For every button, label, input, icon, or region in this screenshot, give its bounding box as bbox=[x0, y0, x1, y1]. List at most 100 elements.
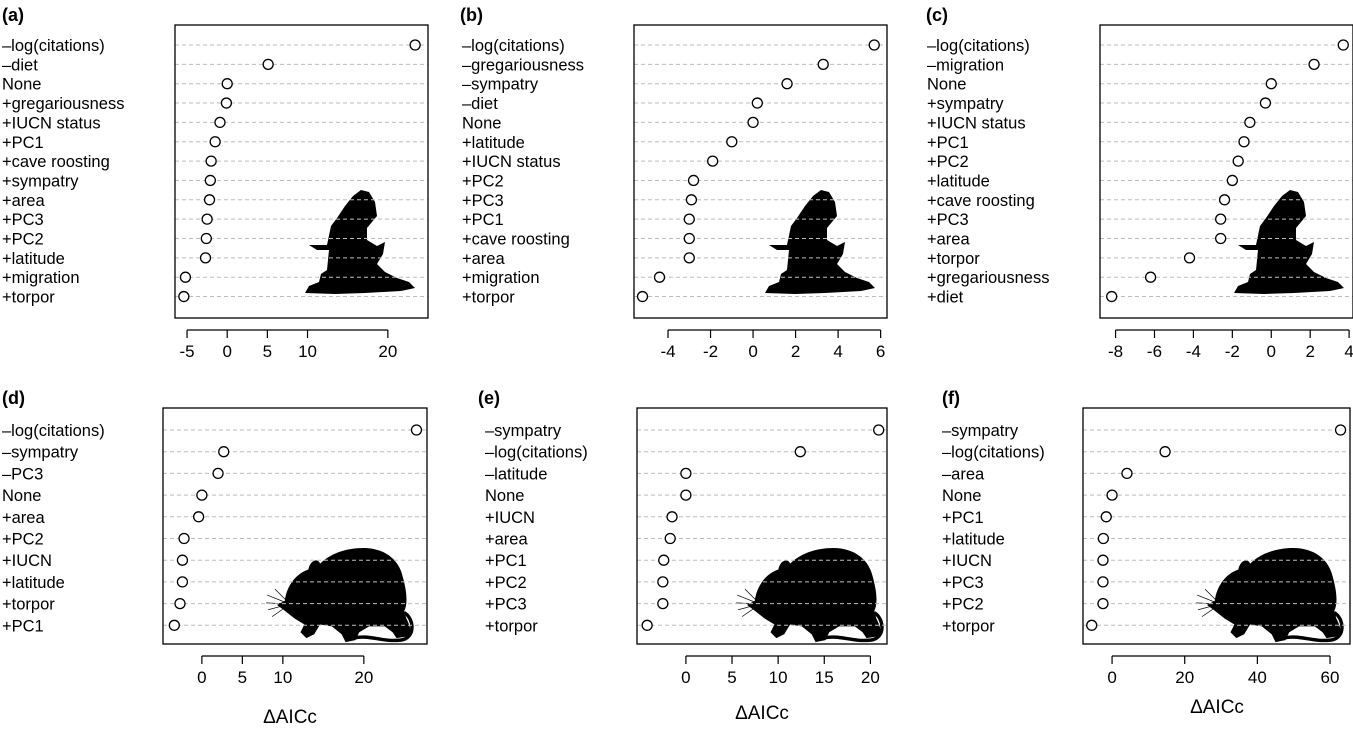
data-point bbox=[1259, 97, 1272, 109]
data-point bbox=[653, 271, 666, 283]
data-point bbox=[794, 446, 806, 458]
plot-frame bbox=[162, 407, 428, 645]
category-label: +torpor bbox=[942, 617, 995, 635]
data-point bbox=[1244, 116, 1256, 129]
panel-label: (d) bbox=[2, 388, 25, 408]
category-label: –sympatry bbox=[462, 76, 539, 94]
x-tick-label: -4 bbox=[660, 342, 675, 361]
x-axis-title: ΔAICc bbox=[1190, 697, 1244, 718]
category-label: +IUCN status bbox=[2, 114, 101, 132]
category-label: +PC2 bbox=[2, 231, 44, 249]
data-point bbox=[680, 489, 692, 501]
data-point bbox=[726, 136, 738, 148]
data-point bbox=[1215, 232, 1227, 245]
category-label: +PC2 bbox=[2, 531, 44, 549]
category-label: None bbox=[927, 76, 966, 94]
data-point bbox=[212, 467, 224, 480]
rat-silhouette bbox=[734, 546, 884, 644]
category-label: +PC1 bbox=[462, 211, 504, 229]
category-label: +torpor bbox=[2, 289, 55, 307]
x-tick-label: 0 bbox=[222, 342, 231, 361]
data-point bbox=[636, 290, 649, 303]
x-tick-label: 5 bbox=[263, 342, 272, 361]
category-label: None bbox=[462, 114, 501, 132]
data-point bbox=[178, 290, 190, 303]
data-point bbox=[685, 194, 698, 206]
x-tick-label: 0 bbox=[197, 668, 206, 687]
category-label: +PC2 bbox=[927, 153, 969, 171]
data-point bbox=[666, 511, 678, 523]
data-point bbox=[657, 597, 669, 610]
x-tick-label: 40 bbox=[1248, 668, 1267, 687]
x-tick-label: 4 bbox=[1344, 342, 1353, 361]
category-label: +PC3 bbox=[942, 574, 984, 592]
data-point bbox=[683, 213, 695, 225]
category-label: +PC1 bbox=[2, 617, 44, 635]
category-label: –sympatry bbox=[942, 422, 1019, 440]
data-point bbox=[817, 58, 829, 70]
category-label: +IUCN bbox=[942, 552, 992, 570]
x-tick-label: 15 bbox=[815, 668, 834, 687]
data-point bbox=[1100, 511, 1112, 523]
plot-frame bbox=[636, 407, 888, 645]
data-point bbox=[174, 597, 186, 610]
x-tick-label: 10 bbox=[273, 668, 292, 687]
data-point bbox=[178, 532, 190, 545]
data-point bbox=[204, 174, 216, 187]
data-point bbox=[218, 446, 230, 458]
plot-frame bbox=[174, 24, 429, 319]
x-tick-label: -4 bbox=[1186, 342, 1201, 361]
category-label: –diet bbox=[2, 56, 38, 74]
data-point bbox=[873, 424, 885, 436]
data-point bbox=[683, 252, 695, 264]
x-tick-label: 2 bbox=[1305, 342, 1314, 361]
category-label: None bbox=[942, 487, 981, 505]
data-point bbox=[1106, 290, 1118, 303]
x-tick-label: 0 bbox=[748, 342, 757, 361]
data-point bbox=[410, 424, 423, 436]
data-point bbox=[1215, 213, 1227, 225]
category-label: +torpor bbox=[927, 250, 980, 268]
category-label: –gregariousness bbox=[462, 56, 584, 74]
data-point bbox=[199, 252, 212, 264]
x-tick-label: 20 bbox=[378, 342, 397, 361]
data-point bbox=[868, 39, 880, 51]
x-tick-label: -2 bbox=[703, 342, 718, 361]
rat-silhouette bbox=[264, 546, 414, 644]
data-point bbox=[262, 58, 274, 70]
data-point bbox=[1337, 39, 1349, 51]
category-label: –sympatry bbox=[2, 444, 79, 462]
category-label: –diet bbox=[462, 95, 498, 113]
plot-frame bbox=[633, 24, 888, 319]
bat-silhouette bbox=[305, 190, 415, 294]
data-point bbox=[1144, 271, 1157, 283]
category-label: +area bbox=[2, 192, 45, 210]
data-point bbox=[751, 97, 763, 109]
panel-e: (e) –sympatry –log(citations) –latitude None… bbox=[478, 388, 888, 724]
category-label: None bbox=[485, 487, 524, 505]
data-point bbox=[1097, 597, 1109, 610]
category-label: +cave roosting bbox=[927, 192, 1035, 210]
data-point bbox=[707, 155, 719, 167]
category-label: +PC1 bbox=[927, 134, 969, 152]
data-point bbox=[1159, 446, 1171, 458]
data-point bbox=[1226, 174, 1238, 187]
category-label: None bbox=[2, 487, 41, 505]
panel-label: (c) bbox=[926, 5, 948, 25]
panel-c: (c) –log(citations)–migration None+sympatr… bbox=[926, 5, 1353, 361]
category-label: –area bbox=[942, 465, 985, 483]
x-tick-label: 10 bbox=[298, 342, 317, 361]
category-label: +PC3 bbox=[927, 211, 969, 229]
category-label: +area bbox=[462, 250, 505, 268]
plot-frame bbox=[1099, 24, 1353, 319]
category-label: –log(citations) bbox=[942, 444, 1045, 462]
category-label: +sympatry bbox=[2, 172, 79, 190]
category-label: +latitude bbox=[927, 172, 990, 190]
data-point bbox=[1086, 619, 1098, 631]
rat-silhouette bbox=[1194, 546, 1344, 644]
plot-frame bbox=[1082, 407, 1351, 645]
data-point bbox=[203, 194, 216, 206]
data-point bbox=[192, 511, 205, 523]
x-axis-title: ΔAICc bbox=[735, 703, 789, 724]
